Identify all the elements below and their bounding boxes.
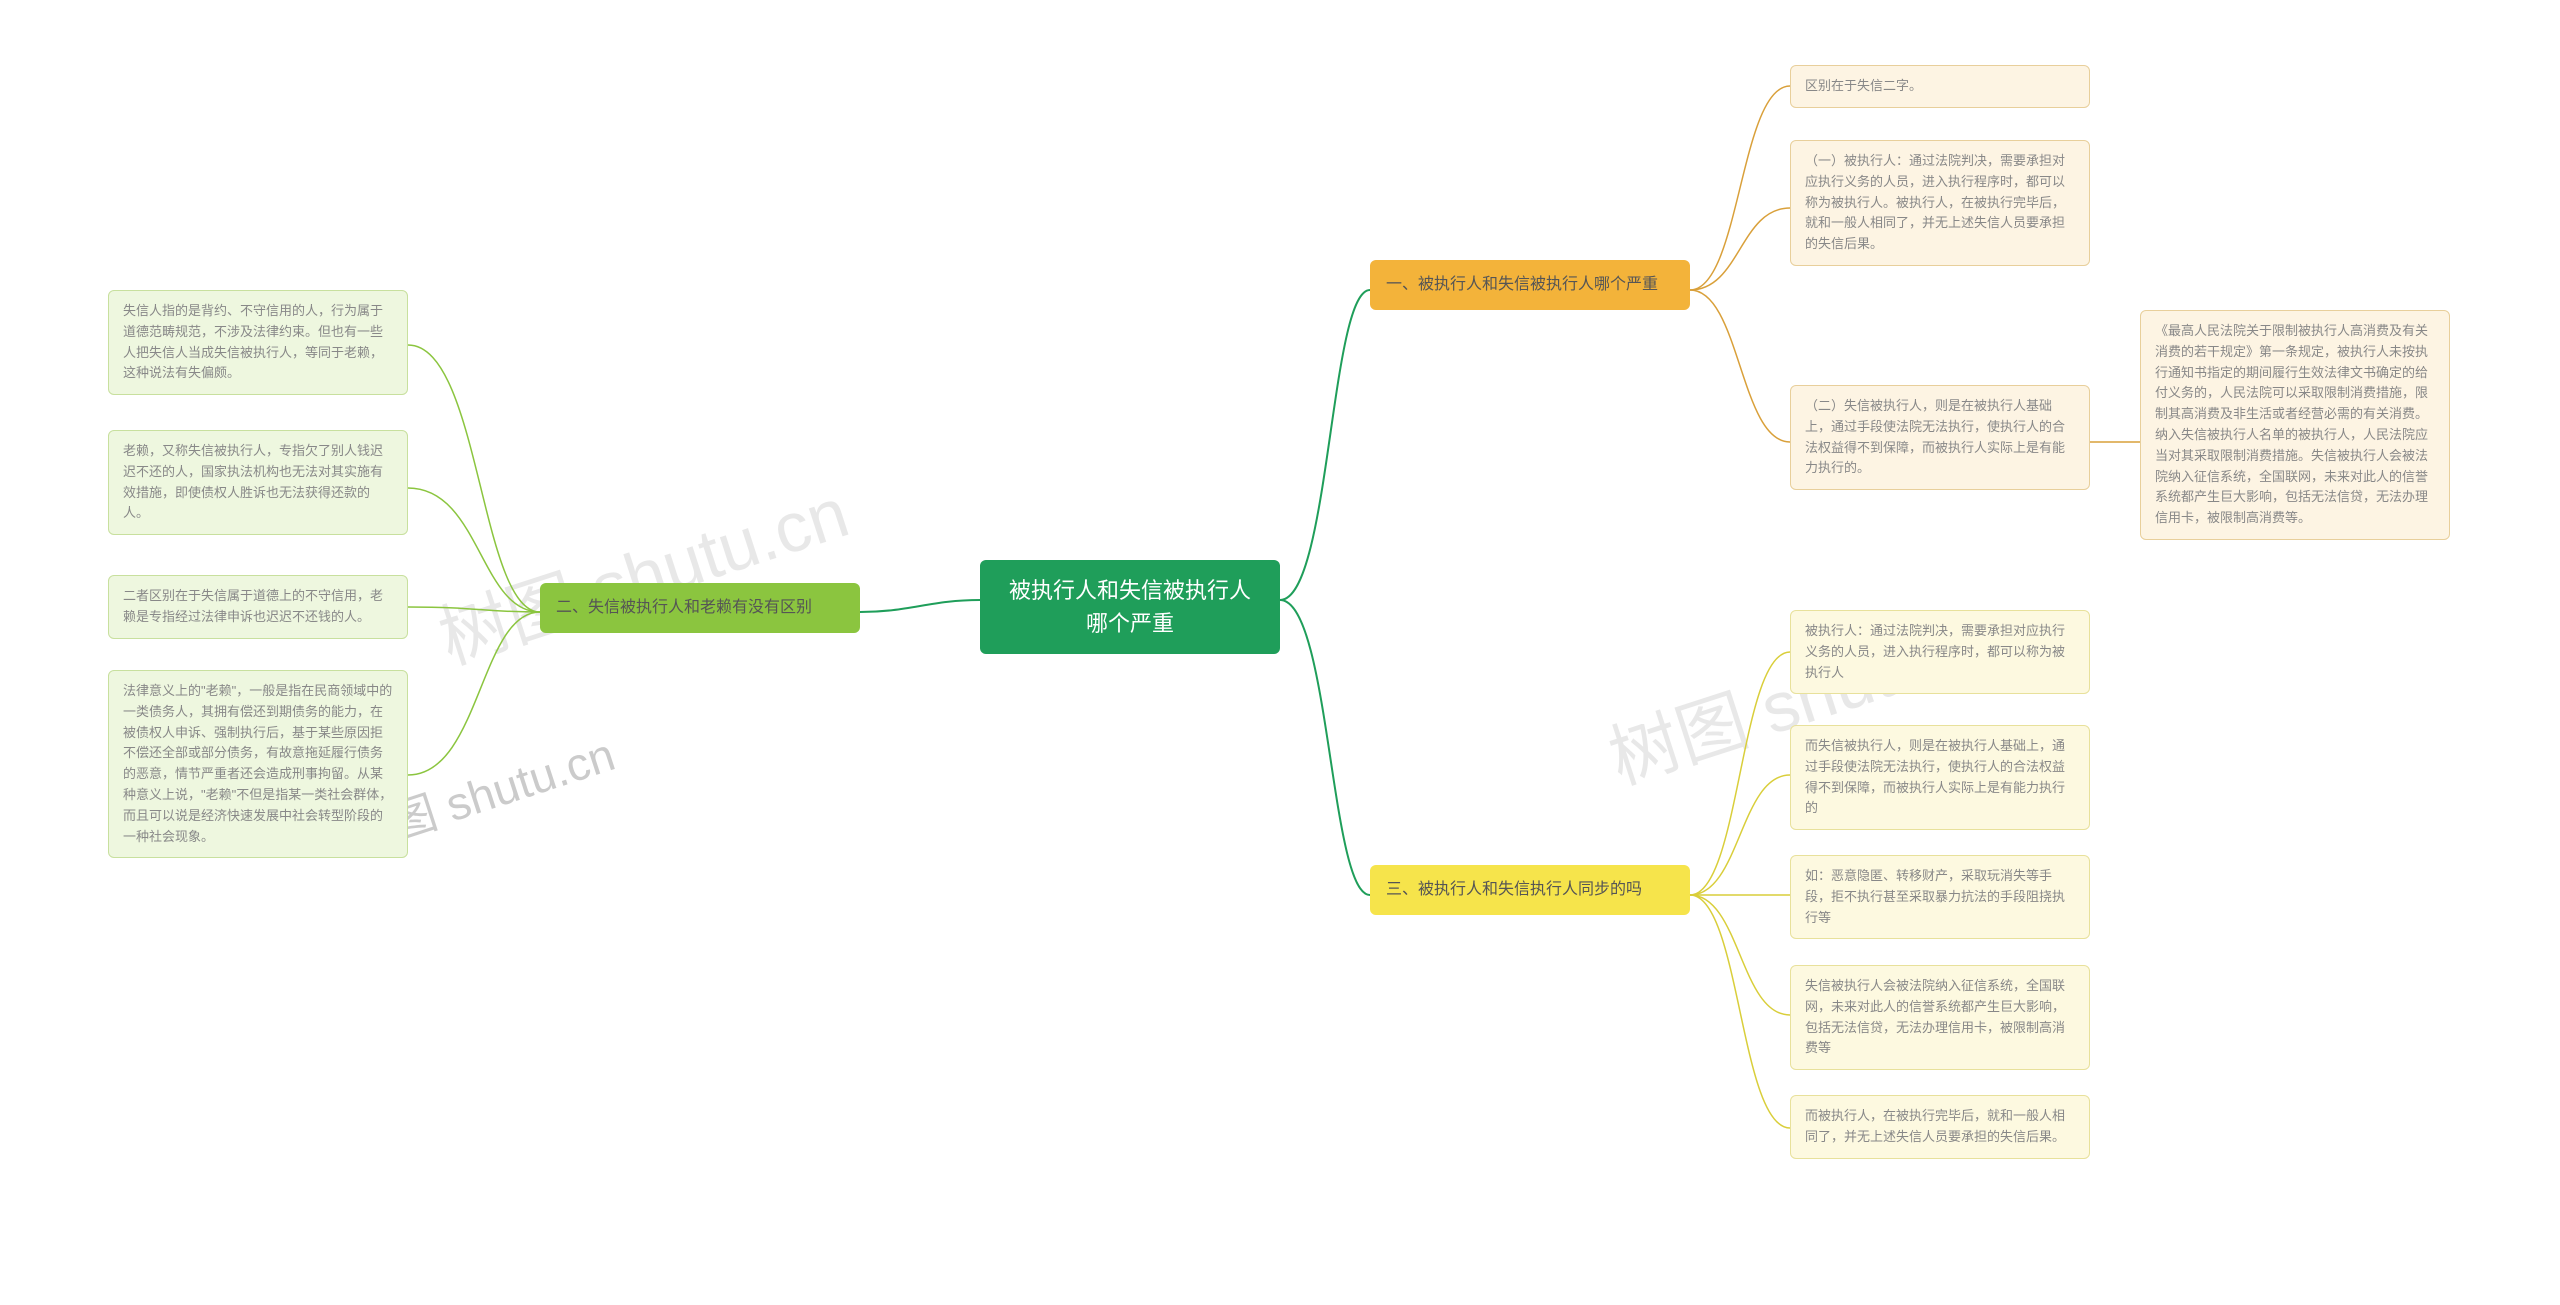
connector-lines [0,0,2560,1305]
leaf-node[interactable]: 区别在于失信二字。 [1790,65,2090,108]
watermark-text: 树图 shutu.cn [425,457,860,684]
leaf-node[interactable]: （二）失信被执行人，则是在被执行人基础上，通过手段使法院无法执行，使执行人的合法… [1790,385,2090,490]
leaf-node[interactable]: （一）被执行人：通过法院判决，需要承担对应执行义务的人员，进入执行程序时，都可以… [1790,140,2090,266]
branch-node-1[interactable]: 一、被执行人和失信被执行人哪个严重 [1370,260,1690,310]
leaf-node[interactable]: 老赖，又称失信被执行人，专指欠了别人钱迟迟不还的人，国家执法机构也无法对其实施有… [108,430,408,535]
leaf-node[interactable]: 《最高人民法院关于限制被执行人高消费及有关消费的若干规定》第一条规定，被执行人未… [2140,310,2450,540]
leaf-node[interactable]: 失信人指的是背约、不守信用的人，行为属于道德范畴规范，不涉及法律约束。但也有一些… [108,290,408,395]
leaf-node[interactable]: 二者区别在于失信属于道德上的不守信用，老赖是专指经过法律申诉也迟迟不还钱的人。 [108,575,408,639]
leaf-node[interactable]: 法律意义上的"老赖"，一般是指在民商领域中的一类债务人，其拥有偿还到期债务的能力… [108,670,408,858]
leaf-node[interactable]: 而被执行人，在被执行完毕后，就和一般人相同了，并无上述失信人员要承担的失信后果。 [1790,1095,2090,1159]
branch-node-2[interactable]: 二、失信被执行人和老赖有没有区别 [540,583,860,633]
root-node[interactable]: 被执行人和失信被执行人哪个严重 [980,560,1280,654]
leaf-node[interactable]: 如：恶意隐匿、转移财产，采取玩消失等手段，拒不执行甚至采取暴力抗法的手段阻挠执行… [1790,855,2090,939]
leaf-node[interactable]: 失信被执行人会被法院纳入征信系统，全国联网，未来对此人的信誉系统都产生巨大影响，… [1790,965,2090,1070]
leaf-node[interactable]: 而失信被执行人，则是在被执行人基础上，通过手段使法院无法执行，使执行人的合法权益… [1790,725,2090,830]
leaf-node[interactable]: 被执行人：通过法院判决，需要承担对应执行义务的人员，进入执行程序时，都可以称为被… [1790,610,2090,694]
branch-node-3[interactable]: 三、被执行人和失信执行人同步的吗 [1370,865,1690,915]
